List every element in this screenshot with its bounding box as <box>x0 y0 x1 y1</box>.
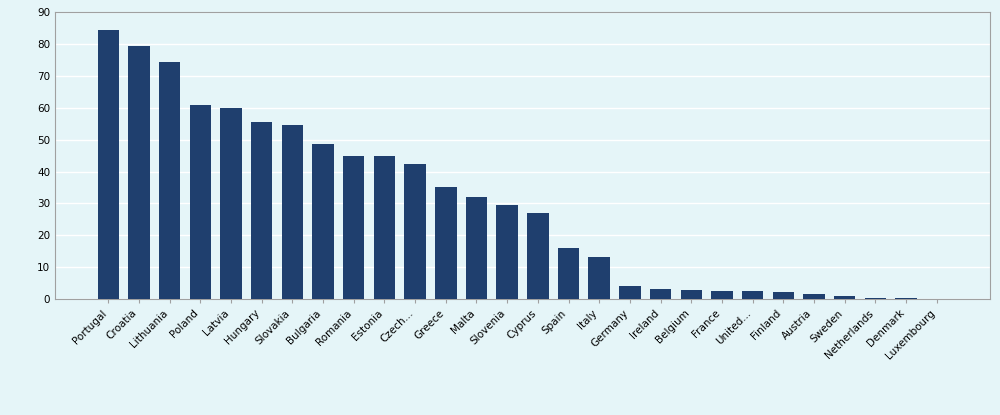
Bar <box>251 122 272 299</box>
Bar <box>312 144 334 299</box>
Bar <box>404 164 426 299</box>
Bar <box>343 156 364 299</box>
Bar <box>128 46 150 299</box>
Bar <box>588 257 610 299</box>
Bar <box>496 205 518 299</box>
Bar <box>865 298 886 299</box>
Bar <box>527 213 549 299</box>
Bar <box>220 108 242 299</box>
Bar <box>711 291 733 299</box>
Bar <box>466 197 487 299</box>
Bar <box>773 293 794 299</box>
Bar <box>558 248 579 299</box>
Bar <box>650 289 671 299</box>
Bar <box>159 62 180 299</box>
Bar <box>435 188 457 299</box>
Bar <box>619 286 641 299</box>
Bar <box>374 156 395 299</box>
Bar <box>803 294 825 299</box>
Bar <box>834 296 855 299</box>
Bar <box>895 298 917 299</box>
Bar <box>282 125 303 299</box>
Bar <box>742 291 763 299</box>
Bar <box>98 30 119 299</box>
Bar <box>190 105 211 299</box>
Bar <box>681 290 702 299</box>
